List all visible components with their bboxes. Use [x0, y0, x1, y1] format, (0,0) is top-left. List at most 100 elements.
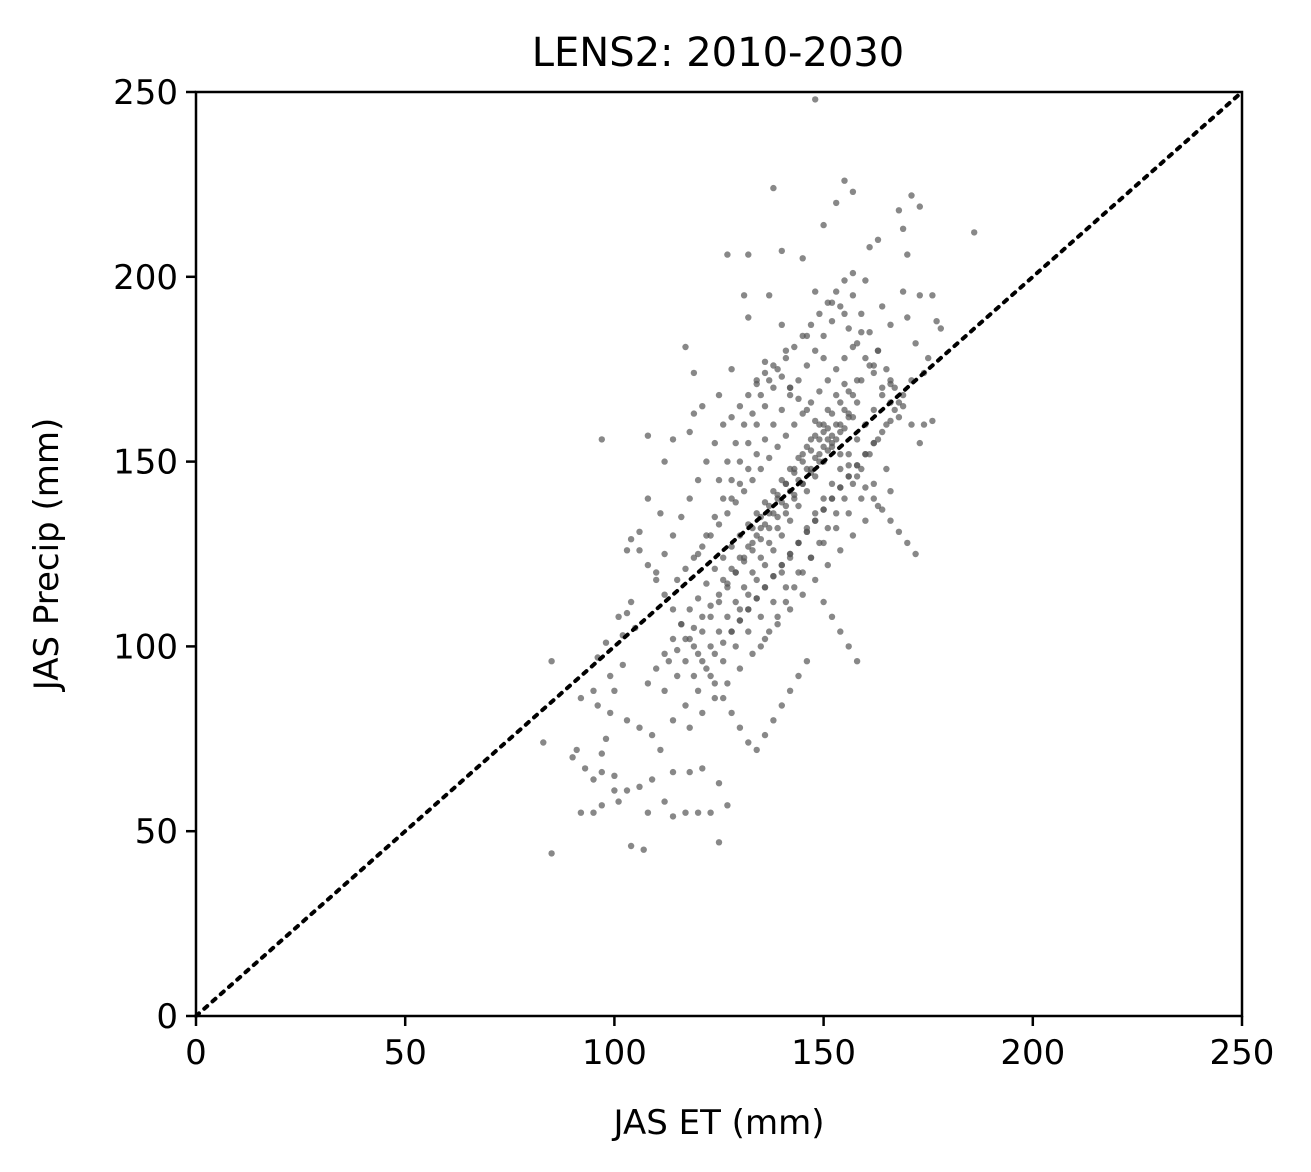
y-tick-label: 150 — [113, 443, 178, 483]
scatter-point — [874, 236, 882, 243]
scatter-point — [866, 329, 873, 336]
scatter-point — [853, 658, 861, 665]
scatter-point — [766, 539, 773, 547]
scatter-point — [870, 369, 877, 377]
scatter-point — [753, 576, 760, 584]
scatter-point — [824, 299, 831, 306]
scatter-point — [916, 292, 923, 299]
scatter-point — [778, 499, 785, 506]
scatter-point — [853, 436, 861, 443]
scatter-point — [753, 532, 760, 539]
scatter-point — [774, 443, 781, 450]
scatter-point — [812, 473, 819, 480]
scatter-point — [879, 303, 886, 310]
scatter-point — [816, 451, 823, 458]
scatter-point — [887, 417, 894, 425]
scatter-point — [795, 539, 802, 547]
scatter-point — [778, 476, 785, 484]
scatter-point — [782, 347, 790, 354]
scatter-point — [627, 536, 635, 543]
scatter-point — [820, 506, 827, 513]
scatter-point — [786, 517, 794, 524]
scatter-point — [661, 798, 668, 805]
scatter-point — [740, 558, 748, 565]
scatter-point — [895, 528, 903, 535]
scatter-point — [690, 369, 698, 377]
scatter-point — [795, 502, 802, 510]
scatter-point — [699, 403, 706, 410]
scatter-point — [661, 550, 668, 558]
scatter-point — [736, 617, 744, 624]
scatter-point — [732, 598, 739, 606]
scatter-point — [778, 247, 785, 255]
scatter-point — [644, 432, 652, 439]
scatter-point — [766, 628, 773, 635]
scatter-point — [837, 465, 844, 473]
scatter-point — [837, 484, 844, 491]
scatter-point — [845, 410, 852, 417]
y-tick-label: 50 — [135, 812, 178, 852]
scatter-point — [745, 543, 752, 550]
scatter-point — [812, 454, 819, 462]
scatter-point — [598, 750, 605, 757]
scatter-point — [590, 809, 597, 816]
scatter-point — [820, 332, 827, 340]
scatter-point — [627, 842, 635, 850]
scatter-point — [816, 539, 823, 547]
scatter-point — [707, 532, 714, 539]
scatter-point — [841, 277, 848, 284]
scatter-point — [682, 809, 689, 816]
scatter-point — [782, 510, 790, 517]
scatter-point — [740, 421, 748, 428]
scatter-point — [824, 406, 831, 414]
scatter-point — [899, 225, 907, 232]
scatter-point — [724, 580, 731, 587]
scatter-point — [833, 199, 840, 207]
scatter-point — [799, 332, 806, 340]
scatter-point — [728, 495, 735, 502]
scatter-point — [812, 347, 819, 354]
scatter-point — [724, 802, 731, 809]
scatter-point — [816, 310, 823, 317]
scatter-point — [753, 746, 760, 754]
scatter-point — [602, 639, 610, 646]
scatter-point — [720, 576, 727, 584]
scatter-point — [778, 406, 785, 414]
scatter-point — [837, 303, 844, 310]
scatter-point — [786, 384, 794, 391]
scatter-point — [749, 569, 756, 576]
scatter-point — [757, 554, 764, 561]
scatter-point — [778, 561, 785, 569]
scatter-point — [653, 665, 660, 672]
scatter-point — [812, 417, 819, 425]
scatter-point — [899, 288, 907, 295]
scatter-point — [870, 480, 877, 487]
scatter-point — [720, 658, 727, 665]
scatter-point — [694, 595, 702, 602]
scatter-point — [761, 635, 769, 643]
scatter-point — [845, 643, 852, 650]
scatter-point — [598, 802, 605, 809]
y-tick-label: 100 — [113, 627, 178, 667]
scatter-point — [791, 584, 798, 591]
scatter-point — [770, 510, 777, 517]
scatter-point — [770, 184, 777, 192]
scatter-point — [803, 362, 811, 369]
scatter-point — [833, 524, 840, 532]
x-tick-label: 200 — [1000, 1033, 1065, 1073]
scatter-point — [594, 702, 601, 709]
scatter-point — [820, 428, 827, 436]
scatter-point — [849, 188, 857, 195]
scatter-point — [766, 377, 773, 384]
scatter-point — [833, 391, 840, 399]
scatter-point — [858, 495, 865, 502]
scatter-point — [807, 447, 815, 454]
scatter-point — [757, 465, 764, 473]
scatter-point — [749, 539, 756, 547]
scatter-point — [849, 292, 857, 299]
scatter-point — [540, 739, 547, 746]
scatter-point — [753, 451, 760, 458]
scatter-point — [644, 809, 652, 816]
scatter-point — [837, 428, 844, 436]
scatter-point — [573, 746, 580, 754]
